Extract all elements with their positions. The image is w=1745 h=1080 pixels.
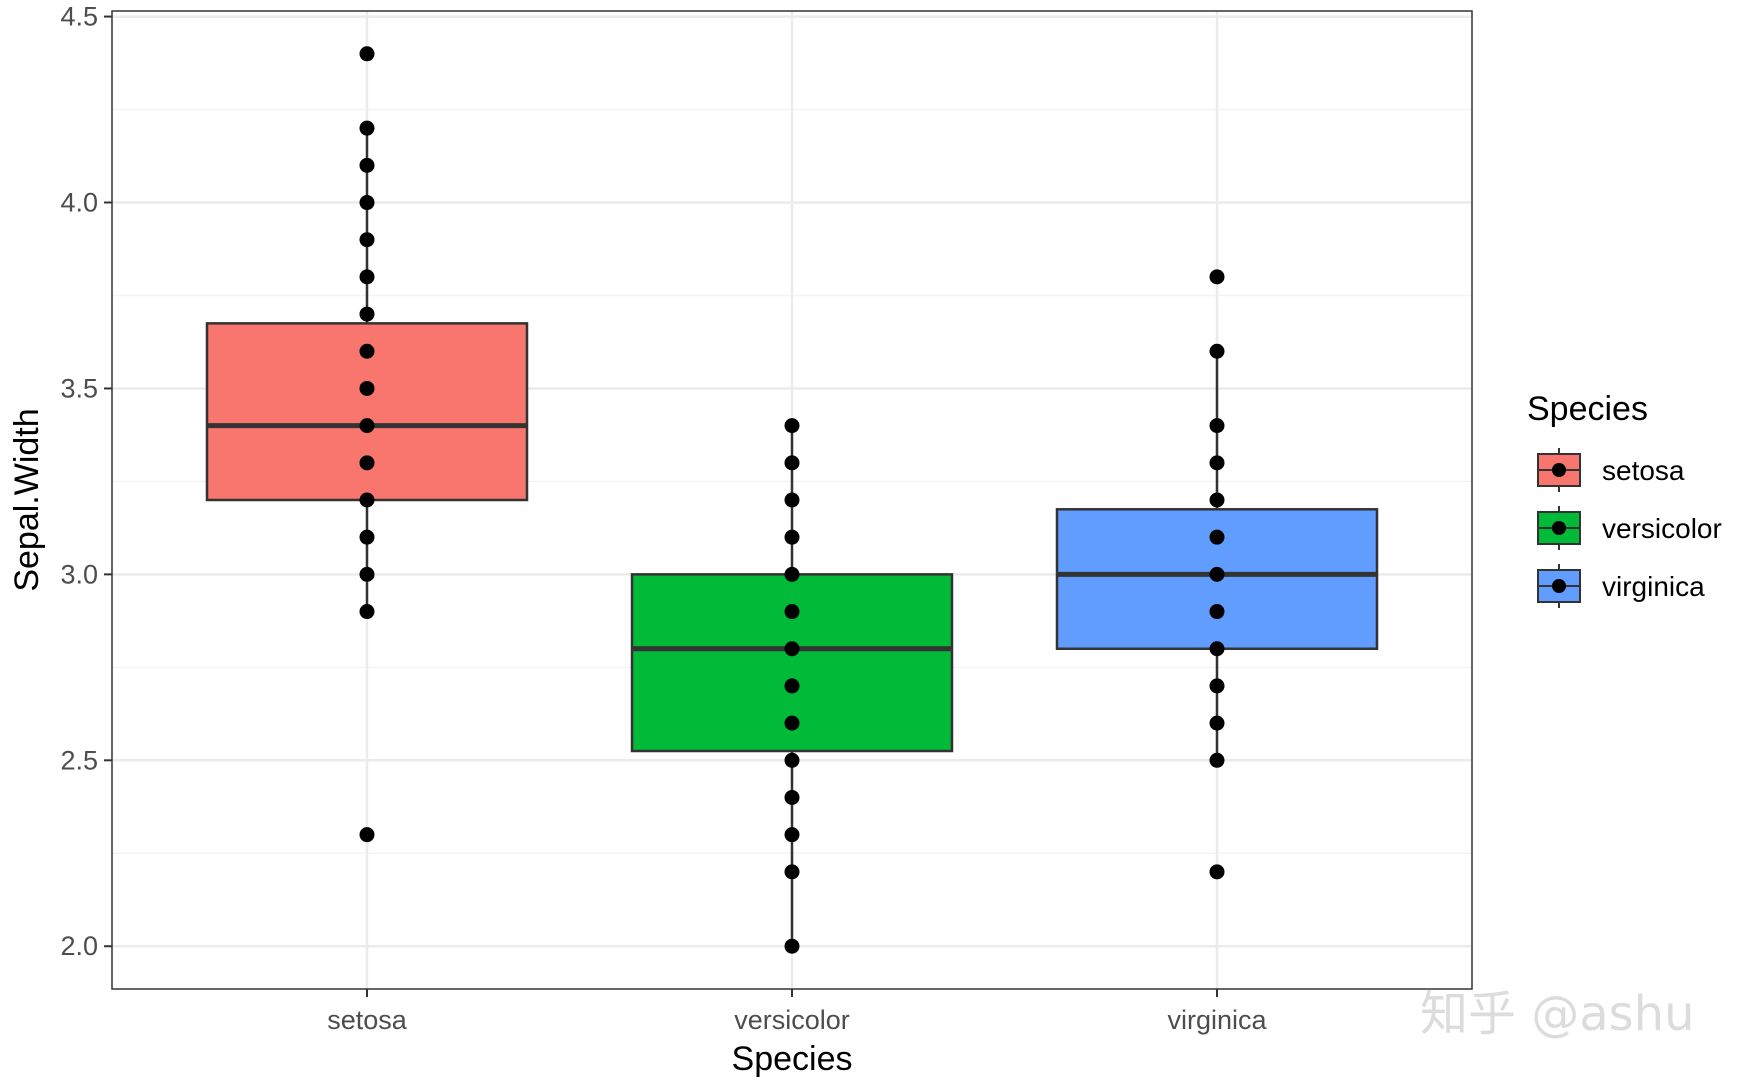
legend-item-virginica: virginica [1537,564,1705,608]
point-virginica [1209,604,1225,620]
legend-label-versicolor: versicolor [1602,513,1722,544]
x-tick-label: setosa [327,1005,408,1035]
x-tick-label: virginica [1167,1005,1267,1035]
point-setosa [359,418,375,434]
point-virginica [1209,566,1225,582]
x-axis: setosa versicolor virginica [327,989,1267,1035]
point-virginica [1209,492,1225,508]
y-tick-label: 2.0 [60,931,98,961]
point-versicolor [784,455,800,471]
point-versicolor [784,678,800,694]
point-versicolor [784,529,800,545]
legend-item-setosa: setosa [1537,448,1685,492]
point-setosa [359,46,375,62]
point-setosa [359,306,375,322]
legend-key-point [1552,579,1566,593]
point-setosa [359,380,375,396]
y-axis-title: Sepal.Width [8,408,46,591]
point-versicolor [784,604,800,620]
point-virginica [1209,529,1225,545]
point-virginica [1209,678,1225,694]
legend-item-versicolor: versicolor [1537,506,1722,550]
legend-label-setosa: setosa [1602,455,1685,486]
point-virginica [1209,343,1225,359]
point-setosa [359,269,375,285]
legend-key-point [1552,463,1566,477]
point-virginica [1209,269,1225,285]
point-setosa [359,827,375,843]
point-setosa [359,157,375,173]
point-setosa [359,492,375,508]
point-versicolor [784,492,800,508]
point-versicolor [784,752,800,768]
legend-title: Species [1527,390,1648,428]
y-tick-label: 3.0 [60,559,98,589]
point-setosa [359,566,375,582]
point-versicolor [784,641,800,657]
y-axis: 2.0 2.5 3.0 3.5 4.0 4.5 [60,2,112,961]
legend-key-point [1552,521,1566,535]
point-setosa [359,455,375,471]
point-setosa [359,195,375,211]
y-tick-label: 3.5 [60,373,98,403]
x-tick-label: versicolor [734,1005,850,1035]
point-versicolor [784,418,800,434]
point-versicolor [784,864,800,880]
boxes [205,128,1379,947]
point-versicolor [784,789,800,805]
y-tick-label: 2.5 [60,745,98,775]
point-versicolor [784,566,800,582]
point-virginica [1209,752,1225,768]
legend-label-virginica: virginica [1602,571,1705,602]
y-tick-label: 4.0 [60,188,98,218]
point-virginica [1209,455,1225,471]
point-setosa [359,604,375,620]
point-versicolor [784,938,800,954]
y-tick-label: 4.5 [60,2,98,32]
point-setosa [359,529,375,545]
point-virginica [1209,715,1225,731]
point-virginica [1209,418,1225,434]
point-versicolor [784,827,800,843]
data-points [359,46,1225,954]
point-virginica [1209,864,1225,880]
legend: Species setosa versicolor virginica [1527,390,1722,608]
point-setosa [359,343,375,359]
point-versicolor [784,715,800,731]
point-setosa [359,120,375,136]
point-setosa [359,232,375,248]
watermark: 知乎 @ashu [1420,986,1695,1042]
point-virginica [1209,641,1225,657]
x-axis-title: Species [732,1040,853,1078]
